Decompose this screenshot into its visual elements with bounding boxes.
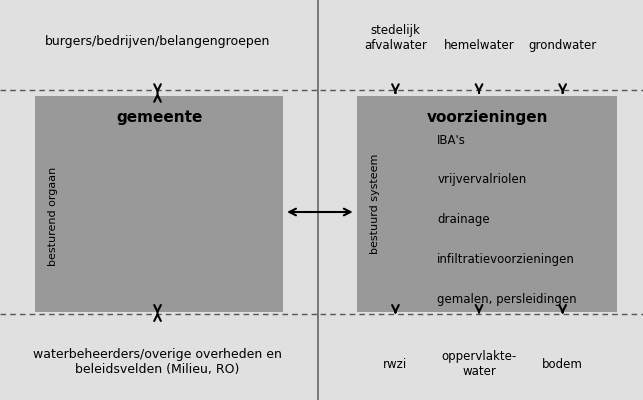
Text: gemeente: gemeente: [116, 110, 203, 125]
Bar: [35, 96, 283, 312]
Text: waterbeheerders/overige overheden en
beleidsvelden (Milieu, RO): waterbeheerders/overige overheden en bel…: [33, 348, 282, 376]
Text: infiltratievoorzieningen: infiltratievoorzieningen: [437, 254, 575, 266]
Text: IBA's: IBA's: [437, 134, 466, 146]
Text: drainage: drainage: [437, 214, 490, 226]
Text: voorzieningen: voorzieningen: [426, 110, 548, 125]
Text: oppervlakte-
water: oppervlakte- water: [441, 350, 517, 378]
Text: rwzi: rwzi: [383, 358, 408, 370]
Text: vrijvervalriolen: vrijvervalriolen: [437, 174, 527, 186]
Text: grondwater: grondwater: [529, 39, 597, 52]
Text: bestuurd systeem: bestuurd systeem: [370, 154, 380, 254]
Text: besturend orgaan: besturend orgaan: [48, 166, 59, 266]
Bar: [357, 96, 617, 312]
Text: bodem: bodem: [542, 358, 583, 370]
Text: gemalen, persleidingen: gemalen, persleidingen: [437, 294, 577, 306]
Text: burgers/bedrijven/belangengroepen: burgers/bedrijven/belangengroepen: [45, 36, 270, 48]
Text: hemelwater: hemelwater: [444, 39, 514, 52]
Text: stedelijk
afvalwater: stedelijk afvalwater: [364, 24, 427, 52]
